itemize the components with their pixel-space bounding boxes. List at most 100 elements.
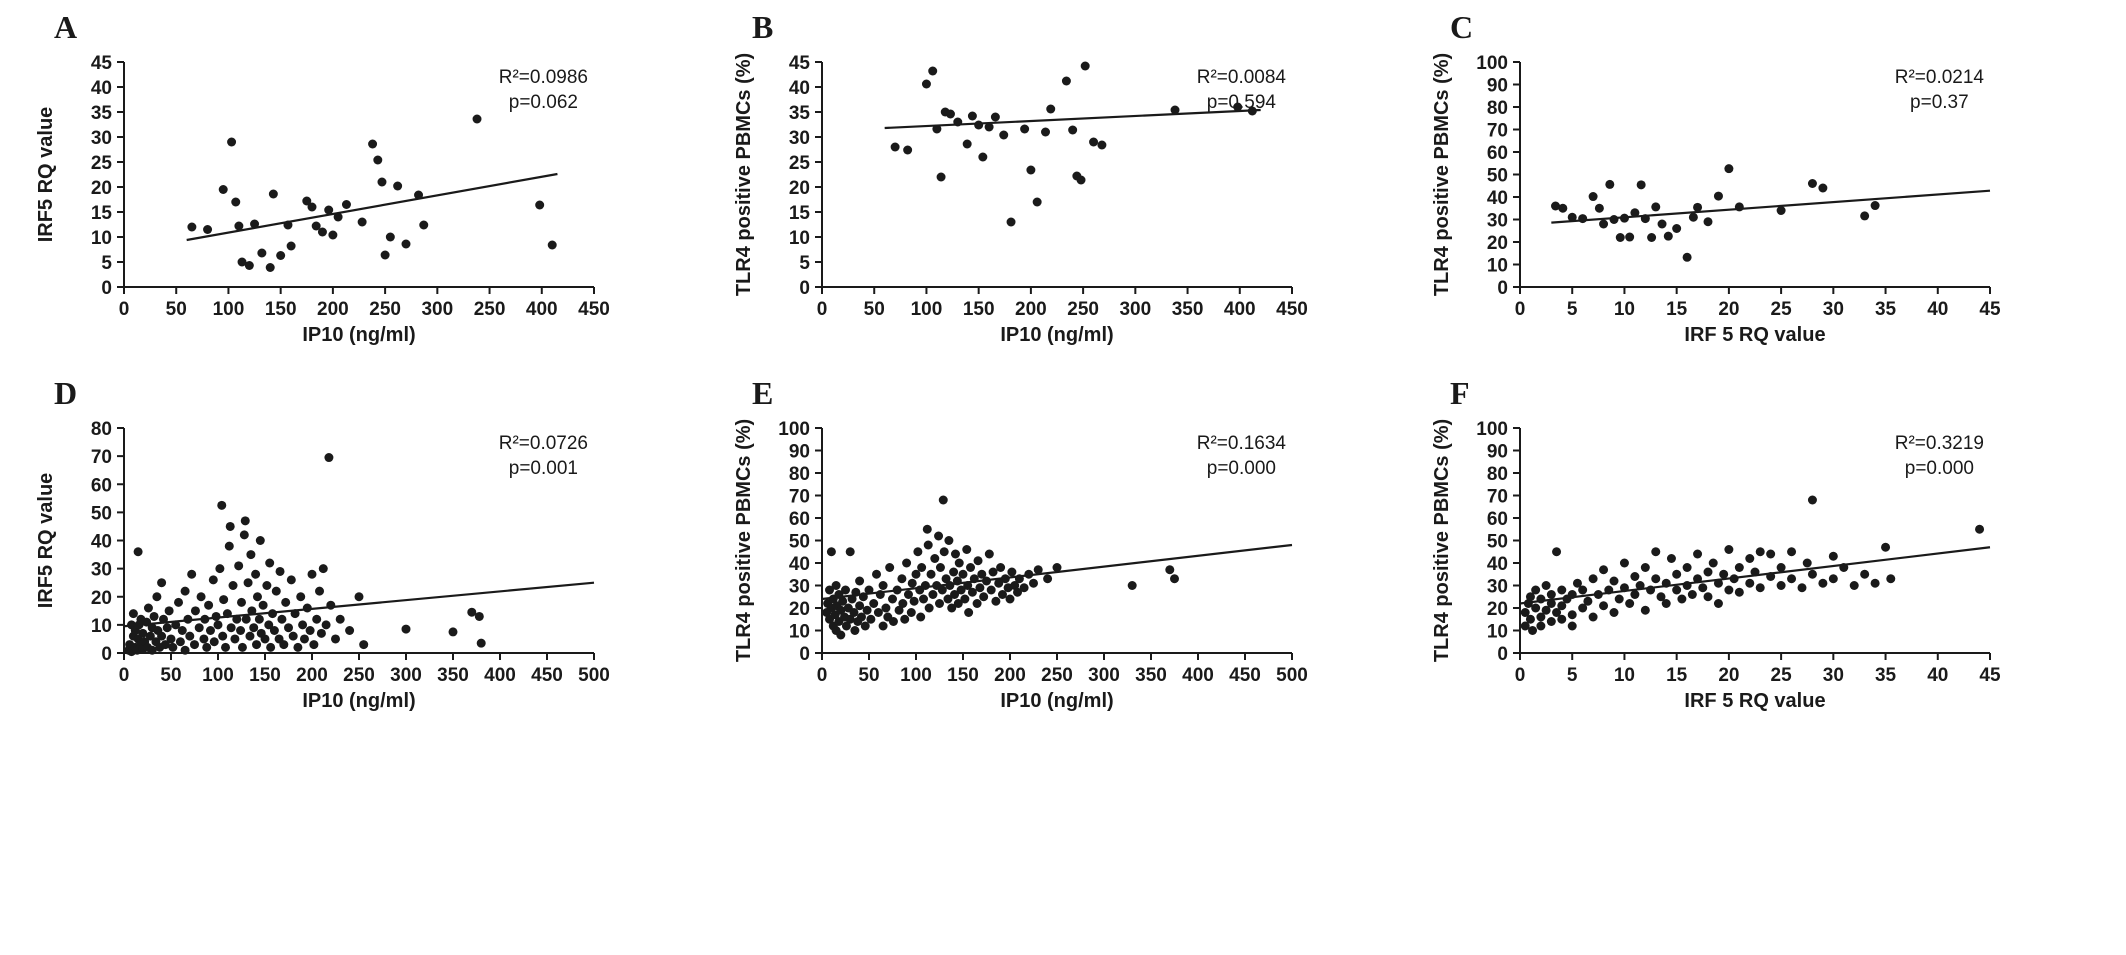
svg-text:0: 0	[1515, 299, 1526, 320]
svg-text:30: 30	[1487, 577, 1508, 598]
svg-text:0: 0	[1515, 665, 1526, 686]
svg-text:TLR4 positive PBMCs (%): TLR4 positive PBMCs (%)	[1431, 53, 1453, 296]
svg-text:250: 250	[343, 665, 375, 686]
svg-text:200: 200	[317, 299, 349, 320]
svg-text:50: 50	[160, 665, 181, 686]
svg-text:300: 300	[421, 299, 453, 320]
svg-text:400: 400	[1182, 665, 1214, 686]
svg-text:IP10 (ng/ml): IP10 (ng/ml)	[1000, 690, 1113, 712]
svg-text:20: 20	[789, 599, 810, 620]
svg-text:20: 20	[1487, 599, 1508, 620]
svg-text:20: 20	[1487, 233, 1508, 254]
svg-text:35: 35	[1875, 299, 1897, 320]
panel-c: C 0 5 10 15 20 25 30 35 40 45 0 10 20 30 40 50 60 70 80 90 1…	[1424, 8, 2122, 352]
svg-text:0: 0	[1497, 278, 1508, 299]
svg-text:25: 25	[789, 153, 811, 174]
svg-text:5: 5	[799, 253, 810, 274]
svg-text:60: 60	[789, 509, 810, 530]
svg-text:250: 250	[369, 299, 401, 320]
svg-text:IP10 (ng/ml): IP10 (ng/ml)	[302, 690, 415, 712]
svg-text:45: 45	[91, 53, 113, 74]
panel-a: A 0 50 100 150 200 250 300 250 400 450 0 5 10 15 20 25 3…	[28, 8, 726, 352]
panel-a-r2: R²=0.0986	[498, 67, 588, 88]
panel-d-p: p=0.001	[508, 457, 578, 479]
panel-c-stats: R²=0.0214 p=0.37	[1895, 66, 1984, 115]
svg-text:350: 350	[437, 665, 469, 686]
svg-text:250: 250	[474, 299, 506, 320]
svg-text:350: 350	[1172, 299, 1204, 320]
figure-grid: A 0 50 100 150 200 250 300 250 400 450 0 5 10 15 20 25 3…	[28, 8, 2122, 718]
svg-text:100: 100	[1476, 419, 1508, 440]
svg-text:30: 30	[1487, 211, 1508, 232]
panel-c-plot-area: 0 5 10 15 20 25 30 35 40 45 0 10 20 30 40 50 60 70 80 90 100…	[1424, 46, 2044, 349]
svg-text:45: 45	[1979, 299, 2001, 320]
svg-text:100: 100	[778, 419, 810, 440]
panel-a-letter: A	[54, 9, 78, 45]
svg-text:300: 300	[390, 665, 422, 686]
panel-c-p: p=0.37	[1910, 91, 1969, 113]
panel-d-stats: R²=0.0726 p=0.001	[499, 432, 588, 481]
svg-text:20: 20	[91, 178, 112, 199]
svg-text:IP10 (ng/ml): IP10 (ng/ml)	[302, 324, 415, 346]
svg-text:0: 0	[119, 299, 130, 320]
panel-f-stats: R²=0.3219 p=0.000	[1895, 432, 1984, 481]
svg-text:40: 40	[91, 532, 112, 553]
svg-text:400: 400	[1224, 299, 1256, 320]
svg-text:200: 200	[296, 665, 328, 686]
svg-text:80: 80	[91, 419, 112, 440]
svg-text:80: 80	[1487, 98, 1508, 119]
panel-e-letter: E	[752, 375, 774, 411]
svg-text:35: 35	[1875, 665, 1897, 686]
svg-text:IP10 (ng/ml): IP10 (ng/ml)	[1000, 324, 1113, 346]
svg-text:80: 80	[789, 464, 810, 485]
panel-b: B 0 50 100 150 200 250 300 350 400 450 0 5 10 15 20 25 3…	[726, 8, 1424, 352]
svg-text:15: 15	[1666, 299, 1688, 320]
svg-text:500: 500	[1276, 665, 1308, 686]
svg-text:45: 45	[789, 53, 811, 74]
svg-text:5: 5	[1567, 665, 1578, 686]
svg-text:IRF 5 RQ value: IRF 5 RQ value	[1684, 690, 1825, 712]
panel-d-r2: R²=0.0726	[498, 433, 588, 454]
svg-text:150: 150	[249, 665, 281, 686]
svg-text:40: 40	[789, 78, 810, 99]
svg-text:450: 450	[531, 665, 563, 686]
svg-text:35: 35	[789, 103, 811, 124]
svg-text:TLR4 positive PBMCs (%): TLR4 positive PBMCs (%)	[733, 53, 755, 296]
scatter-plot-f: 0 5 10 15 20 25 30 35 40 450102030405060708090100…	[1431, 419, 2001, 712]
svg-text:IRF5 RQ value: IRF5 RQ value	[35, 107, 57, 243]
svg-text:10: 10	[1487, 256, 1508, 277]
svg-text:15: 15	[91, 203, 113, 224]
svg-text:50: 50	[789, 532, 810, 553]
svg-text:0: 0	[101, 278, 112, 299]
panel-a-plot-area: 0 50 100 150 200 250 300 250 400 450 0 5 10 15 20 25 30 3…	[28, 46, 648, 349]
svg-text:0: 0	[1497, 644, 1508, 665]
svg-text:30: 30	[91, 560, 112, 581]
svg-text:20: 20	[789, 178, 810, 199]
svg-text:450: 450	[1229, 665, 1261, 686]
panel-b-letter: B	[752, 9, 774, 45]
svg-text:35: 35	[91, 103, 113, 124]
svg-text:70: 70	[1487, 487, 1508, 508]
svg-text:25: 25	[1771, 665, 1793, 686]
svg-text:TLR4 positive PBMCs (%): TLR4 positive PBMCs (%)	[733, 419, 755, 662]
svg-text:200: 200	[994, 665, 1026, 686]
svg-text:IRF5 RQ value: IRF5 RQ value	[35, 473, 57, 609]
svg-text:30: 30	[1823, 299, 1844, 320]
svg-text:25: 25	[1771, 299, 1793, 320]
svg-text:10: 10	[1614, 665, 1635, 686]
svg-text:40: 40	[1487, 554, 1508, 575]
panel-c-r2: R²=0.0214	[1894, 67, 1984, 88]
svg-text:70: 70	[91, 447, 112, 468]
svg-text:0: 0	[101, 644, 112, 665]
svg-text:40: 40	[1927, 299, 1948, 320]
svg-text:80: 80	[1487, 464, 1508, 485]
panel-d: D 0 50 100 150 200 250 300 350 400 450 500 0 10 20 30 4…	[28, 374, 726, 718]
svg-text:40: 40	[1487, 188, 1508, 209]
svg-text:10: 10	[789, 228, 810, 249]
svg-text:400: 400	[484, 665, 516, 686]
svg-text:30: 30	[789, 128, 810, 149]
svg-text:150: 150	[947, 665, 979, 686]
panel-f-letter: F	[1450, 375, 1470, 411]
panel-b-stats: R²=0.0084 p=0.594	[1197, 66, 1286, 115]
svg-text:90: 90	[1487, 76, 1508, 97]
